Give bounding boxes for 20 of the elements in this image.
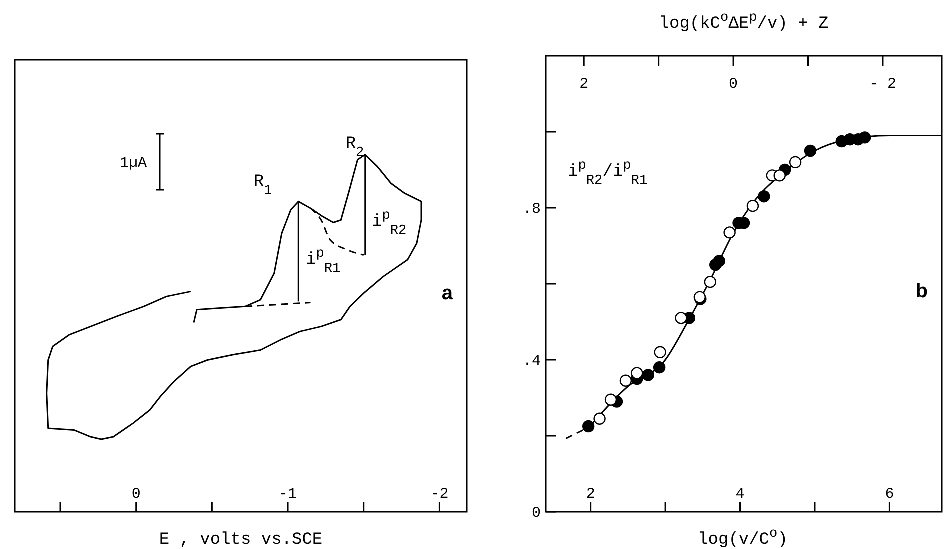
x2-axis-title: log(kC$^{o}$ΔE$^{p}$/v) + Z [659, 10, 829, 34]
y-tick-label: 0 [532, 505, 541, 522]
x-tick-label: 2 [586, 486, 596, 503]
x2-tick-label: 0 [729, 76, 738, 93]
y-tick-label: .8 [522, 201, 541, 218]
x-tick-label: 4 [736, 486, 745, 503]
x2-tick-label: - 2 [869, 76, 896, 93]
x-axis-title: log(v/C$^{o}$) [698, 526, 788, 549]
x-axis-title: E , volts vs.SCE [159, 531, 323, 549]
y-tick-label: .4 [522, 353, 541, 370]
annotation: b [916, 280, 928, 303]
x-tick-label: 0 [132, 486, 141, 503]
x2-tick-label: 2 [580, 76, 589, 93]
x-tick-label: -2 [430, 486, 449, 503]
x-tick-label: 6 [885, 486, 894, 503]
annotation: a [442, 282, 454, 305]
annotation: 1µA [120, 155, 147, 172]
x-tick-label: -1 [279, 486, 298, 503]
annotation: R$_{2}$ [346, 135, 364, 160]
annotation: R$_{1}$ [254, 173, 272, 198]
